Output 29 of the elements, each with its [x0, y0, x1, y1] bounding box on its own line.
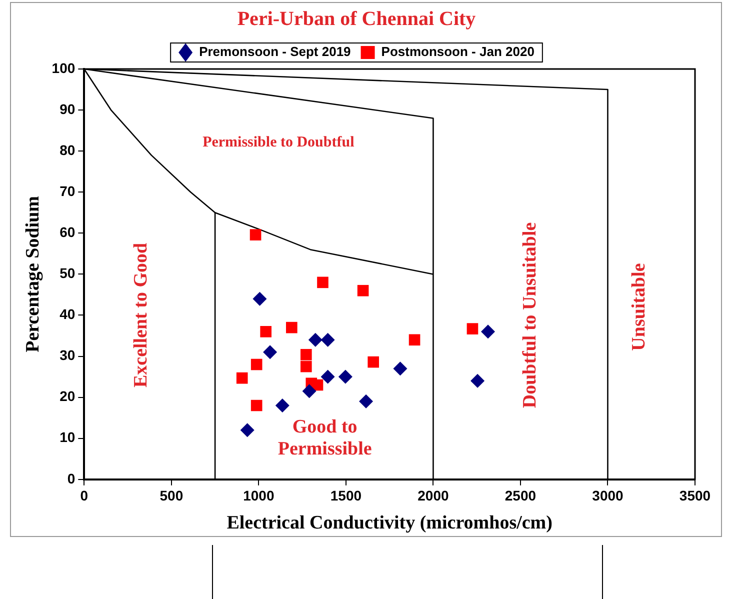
x-tick-label: 3000: [592, 488, 624, 504]
annotation: Permissible to Doubtful: [202, 134, 354, 151]
y-tick-label: 60: [60, 224, 76, 240]
y-tick-label: 50: [60, 265, 76, 282]
x-tick-label: 1500: [330, 488, 362, 504]
y-tick-label: 100: [52, 60, 76, 76]
annotation: Unsuitable: [628, 263, 650, 351]
y-tick-label: 90: [60, 100, 76, 117]
x-tick-label: 0: [80, 488, 88, 504]
chart-title: Peri-Urban of Chennai City: [237, 8, 476, 30]
y-tick-label: 20: [60, 388, 76, 404]
y-tick-label: 0: [67, 470, 76, 486]
legend-label: Premonsoon - Sept 2019: [199, 44, 351, 60]
y-tick-label: 10: [60, 429, 76, 446]
x-tick-label: 2500: [504, 488, 536, 504]
x-tick-label: 500: [160, 488, 184, 504]
annotation: Doubtful to Unsuitable: [520, 222, 541, 408]
annotation: Good to Permissible: [278, 416, 372, 460]
x-axis-title: Electrical Conductivity (micromhos/cm): [226, 512, 552, 534]
x-tick-label: 3500: [679, 488, 711, 504]
legend-label: Postmonsoon - Jan 2020: [381, 44, 534, 60]
annotation: Excellent to Good: [130, 242, 152, 388]
y-axis-title: Percentage Sodium: [22, 196, 44, 352]
y-tick-label: 70: [60, 182, 76, 199]
y-tick-label: 80: [60, 142, 76, 158]
y-tick-label: 30: [60, 347, 76, 364]
x-tick-label: 2000: [418, 488, 449, 504]
y-tick-label: 40: [60, 306, 76, 322]
x-tick-label: 1000: [243, 488, 274, 504]
